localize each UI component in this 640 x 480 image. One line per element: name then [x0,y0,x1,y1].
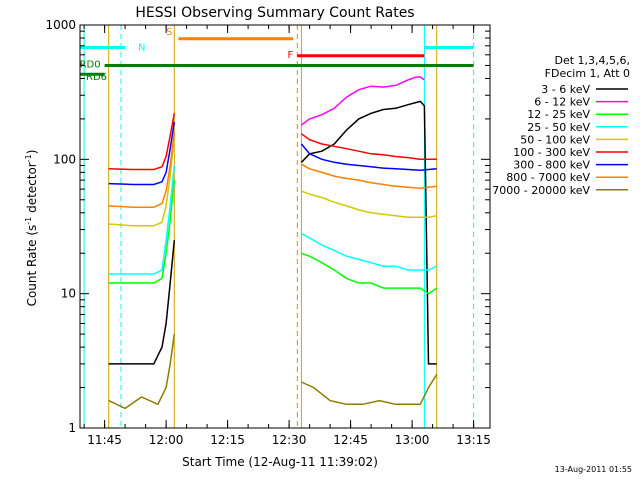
y-axis-label-part3: ) [25,150,39,155]
y-tick-label-1000: 1000 [45,18,76,32]
series-line-3-6-kev-0 [108,240,176,365]
legend-label-300-800-kev: 300 - 800 keV [513,159,590,172]
flag-label-n: N [138,42,145,53]
legend-label-7000-20000-kev: 7000 - 20000 keV [492,184,590,197]
series-lines [108,76,438,410]
y-axis-label-sup1: -1 [24,217,33,225]
legend-label-800-7000-kev: 800 - 7000 keV [506,171,590,184]
series-line-300-800-kev-1 [300,143,437,171]
series-line-25-50-kev-0 [108,165,176,275]
y-tick-label-10: 10 [61,287,76,301]
series-line-50-100-kev-1 [301,190,437,219]
legend-label-12-25-kev: 12 - 25 keV [527,108,590,121]
flag-label-f: F [288,50,294,61]
chart-title: HESSI Observing Summary Count Rates [135,5,414,21]
flag-label-rd0: RD0 [80,59,101,70]
y-tick-label-100: 100 [53,152,76,166]
series-line-6-12-kev-0 [300,76,425,126]
flag-label-s: S [166,27,172,38]
series-line-12-25-kev-0 [108,180,176,284]
series-line-800-7000-kev-0 [108,131,176,208]
y-tick-label-1: 1 [68,421,76,435]
x-tick-label-12-30: 12:30 [272,433,307,447]
y-axis-label-sup2: -1 [24,154,33,162]
legend-label-6-12-kev: 6 - 12 keV [534,96,590,109]
x-tick-label-12-15: 12:15 [210,433,245,447]
series-line-300-800-kev-0 [108,121,176,186]
x-tick-label-11-45: 11:45 [87,433,122,447]
legend-label-25-50-kev: 25 - 50 keV [527,121,590,134]
y-axis-label-part2: detector [25,162,39,217]
legend: Det 1,3,4,5,6, FDecim 1, Att 0 3 - 6 keV… [492,54,630,197]
series-line-50-100-kev-0 [108,135,176,227]
flag-bars: N S F RD0 RD6 [80,27,474,83]
time-marker-lines [83,25,475,428]
legend-header-1: Det 1,3,4,5,6, [554,54,630,67]
generation-timestamp: 13-Aug-2011 01:55 [554,465,632,474]
y-axis-label-part1: Count Rate (s [25,225,39,307]
series-line-3-6-kev-1 [300,100,437,365]
legend-header-2: FDecim 1, Att 0 [545,67,630,80]
legend-label-100-300-kev: 100 - 300 keV [513,146,590,159]
series-line-100-300-kev-1 [300,133,437,161]
x-tick-label-12-00: 12:00 [149,433,184,447]
series-line-100-300-kev-0 [108,113,176,171]
x-axis-label: Start Time (12-Aug-11 11:39:02) [182,455,378,469]
y-axis-label: Count Rate (s-1 detector-1) [24,150,39,307]
series-line-800-7000-kev-1 [301,163,437,189]
series-line-25-50-kev-1 [301,232,438,271]
series-line-7000-20000-kev-0 [108,333,176,410]
series-line-7000-20000-kev-1 [301,374,438,406]
flag-label-rd6: RD6 [86,72,107,83]
x-tick-label-13-00: 13:00 [395,433,430,447]
legend-label-50-100-kev: 50 - 100 keV [520,133,590,146]
series-line-12-25-kev-1 [301,252,438,295]
legend-label-3-6-kev: 3 - 6 keV [541,83,590,96]
plot-frame [79,24,491,429]
x-tick-label-13-15: 13:15 [456,433,491,447]
axes: 1 10 100 1000 11:45 12:00 12:15 12:30 12:45 13:00… [45,18,490,447]
x-tick-label-12-45: 12:45 [333,433,368,447]
